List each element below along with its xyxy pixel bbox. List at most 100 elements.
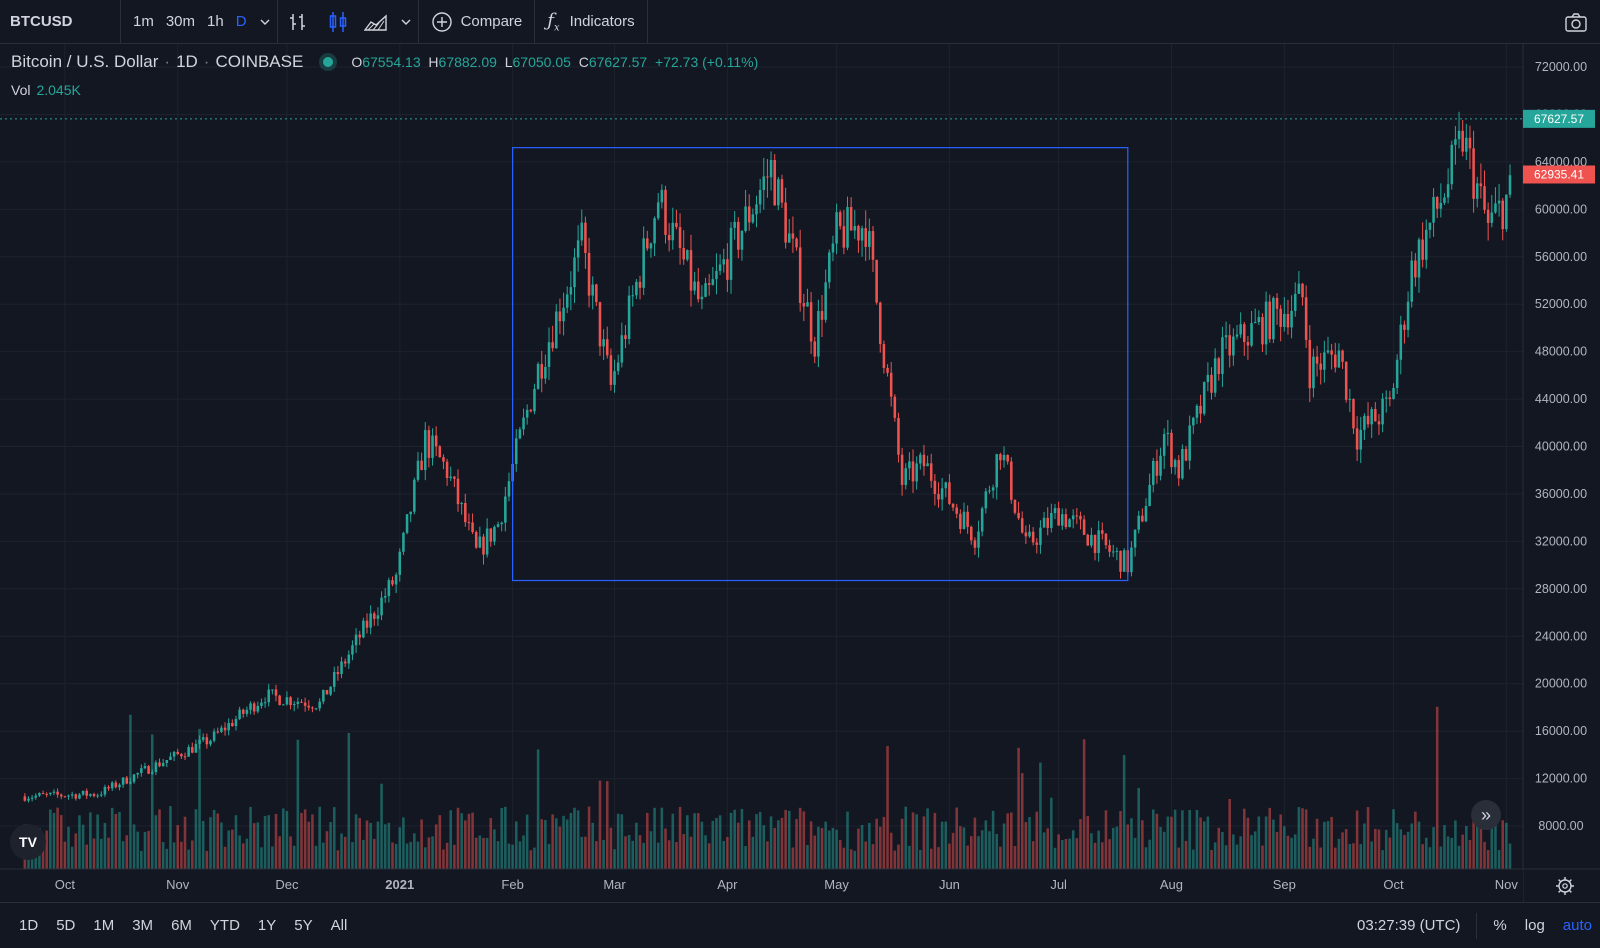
candle-body	[747, 206, 751, 223]
candle-body	[169, 756, 172, 761]
candle-body	[591, 284, 594, 296]
volume-bar	[1435, 706, 1439, 869]
volume-bar	[544, 820, 547, 869]
range-5y[interactable]: 5Y	[294, 917, 313, 934]
candle-body	[1242, 324, 1246, 342]
volume-bar	[828, 830, 831, 869]
candle-body	[642, 238, 645, 288]
range-1y[interactable]: 1Y	[257, 917, 277, 934]
candle-body	[780, 179, 784, 203]
percent-toggle[interactable]: %	[1493, 917, 1507, 934]
volume-bar	[1479, 817, 1483, 869]
volume-bar	[296, 739, 300, 869]
candle-body	[467, 522, 471, 524]
volume-bar	[689, 836, 693, 869]
volume-bar	[1075, 838, 1079, 869]
auto-toggle[interactable]: auto	[1562, 917, 1592, 934]
volume-bar	[1461, 834, 1464, 869]
volume-bar	[1421, 844, 1424, 869]
candles-chart-icon[interactable]	[318, 0, 358, 43]
volume-bar	[686, 815, 689, 869]
volume-bar	[234, 815, 238, 869]
log-toggle[interactable]: log	[1524, 917, 1545, 934]
indicators-button[interactable]: ƒx Indicators	[535, 0, 646, 43]
candle-body	[696, 281, 700, 300]
volume-bar	[143, 831, 147, 869]
interval-1h[interactable]: 1h	[207, 13, 224, 30]
interval-30m[interactable]: 30m	[165, 13, 196, 30]
range-6m[interactable]: 6M	[171, 917, 192, 934]
candle-body	[100, 794, 103, 796]
candle-body	[1239, 324, 1242, 335]
volume-bar	[1188, 809, 1191, 869]
volume-bar	[831, 827, 835, 869]
candle-body	[300, 701, 303, 703]
volume-bar	[132, 824, 136, 869]
volume-bar	[1082, 739, 1086, 869]
interval-1m[interactable]: 1m	[133, 13, 154, 30]
candle-body	[449, 476, 453, 479]
volume-bar	[573, 807, 576, 869]
candle-body	[394, 574, 398, 585]
volume-bar	[857, 828, 860, 869]
compare-button[interactable]: Compare	[419, 0, 535, 43]
camera-icon[interactable]	[1558, 0, 1594, 43]
candle-body	[948, 482, 951, 504]
candle-body	[1450, 144, 1454, 185]
candle-body	[322, 689, 325, 702]
volume-bar	[878, 826, 882, 869]
volume-bar	[514, 821, 518, 869]
volume-bar	[191, 840, 194, 869]
volume-bar	[977, 836, 980, 869]
compare-label: Compare	[460, 13, 523, 30]
volume-bar	[609, 827, 613, 869]
close-value: 67627.57	[588, 54, 648, 70]
volume-bar	[860, 824, 864, 869]
volume-bar	[551, 814, 554, 869]
area-chart-icon[interactable]	[358, 0, 394, 43]
scroll-to-realtime-button[interactable]: »	[1471, 800, 1501, 830]
candle-body	[660, 189, 664, 203]
range-5d[interactable]: 5D	[56, 917, 76, 934]
volume-bar	[555, 818, 558, 869]
symbol-search[interactable]: BTCUSD	[10, 13, 73, 30]
volume-bar	[1239, 836, 1242, 869]
volume-bar	[1501, 820, 1504, 869]
volume-bar	[1472, 812, 1475, 869]
volume-bar	[70, 846, 74, 869]
candle-body	[89, 794, 92, 796]
settings-gear-icon[interactable]	[1556, 877, 1574, 895]
range-ytd[interactable]: YTD	[209, 917, 240, 934]
volume-bar	[1406, 831, 1410, 869]
candle-body	[857, 225, 860, 241]
volume-bar	[1410, 823, 1413, 869]
bars-chart-icon[interactable]	[278, 0, 318, 43]
volume-bar	[562, 815, 565, 869]
candle-body	[1374, 409, 1377, 422]
utc-clock[interactable]: 03:27:39 (UTC)	[1357, 917, 1461, 934]
interval-d[interactable]: D	[235, 13, 247, 30]
candle-body	[1308, 339, 1312, 389]
legend-title[interactable]: Bitcoin / U.S. Dollar	[11, 52, 159, 71]
tradingview-logo[interactable]: TV	[10, 824, 46, 860]
price-chart[interactable]: 72000.0068000.0064000.0060000.0056000.00…	[0, 0, 1600, 903]
candle-body	[1166, 432, 1170, 435]
volume-bar	[1319, 847, 1322, 869]
range-3m[interactable]: 3M	[132, 917, 154, 934]
candle-body	[143, 766, 147, 769]
candle-body	[474, 532, 478, 548]
candle-body	[1272, 297, 1275, 340]
candle-body	[1119, 550, 1122, 572]
range-1d[interactable]: 1D	[19, 917, 39, 934]
range-all[interactable]: All	[330, 917, 348, 934]
volume-bar	[693, 813, 696, 869]
chevron-down-icon[interactable]	[394, 0, 418, 43]
candle-body	[635, 281, 638, 296]
candle-body	[114, 782, 118, 788]
volume-bar	[249, 806, 252, 869]
range-1m[interactable]: 1M	[93, 917, 115, 934]
chevron-down-icon[interactable]	[253, 0, 277, 43]
volume-bar	[438, 815, 442, 869]
volume-bar	[1250, 835, 1253, 869]
candle-body	[536, 364, 540, 389]
